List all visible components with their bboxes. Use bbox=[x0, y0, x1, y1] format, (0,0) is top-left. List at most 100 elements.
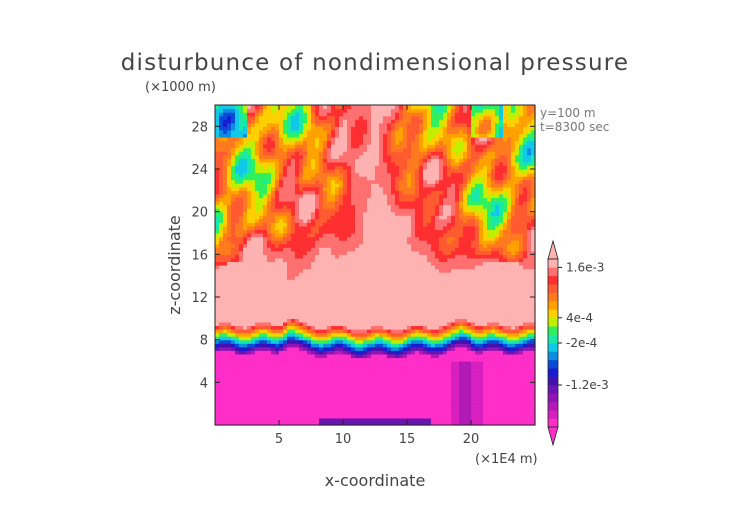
field-cell bbox=[299, 332, 304, 337]
field-cell bbox=[239, 297, 244, 302]
field-cell bbox=[319, 353, 324, 359]
field-cell bbox=[279, 403, 284, 408]
field-cell bbox=[403, 225, 408, 231]
field-cell bbox=[287, 378, 292, 383]
field-cell bbox=[327, 208, 332, 213]
field-cell bbox=[251, 279, 256, 284]
field-cell bbox=[223, 133, 228, 138]
field-cell bbox=[271, 250, 276, 255]
field-cell bbox=[243, 147, 248, 152]
field-cell bbox=[375, 300, 380, 305]
field-cell bbox=[391, 368, 396, 373]
field-cell bbox=[399, 176, 404, 181]
field-cell bbox=[215, 375, 220, 380]
field-cell bbox=[319, 201, 324, 206]
field-cell bbox=[391, 158, 396, 163]
field-cell bbox=[423, 265, 428, 270]
field-cell bbox=[331, 176, 336, 181]
field-cell bbox=[411, 247, 416, 252]
field-cell bbox=[423, 378, 428, 383]
field-cell bbox=[351, 282, 356, 287]
field-cell bbox=[219, 300, 224, 305]
field-cell bbox=[351, 307, 356, 312]
field-cell bbox=[227, 126, 232, 131]
field-cell bbox=[363, 410, 368, 415]
field-cell bbox=[299, 240, 304, 245]
field-cell bbox=[295, 318, 300, 323]
field-cell bbox=[223, 247, 228, 252]
field-cell bbox=[335, 165, 340, 170]
field-cell bbox=[255, 122, 260, 127]
field-cell bbox=[399, 407, 404, 412]
field-cell bbox=[315, 314, 320, 319]
field-cell bbox=[323, 176, 328, 181]
field-cell bbox=[351, 286, 356, 291]
field-cell bbox=[287, 151, 292, 156]
field-cell bbox=[287, 261, 292, 266]
field-cell bbox=[399, 204, 404, 209]
field-cell bbox=[387, 304, 392, 309]
field-cell bbox=[275, 119, 280, 124]
field-cell bbox=[327, 225, 332, 231]
field-cell bbox=[379, 368, 384, 373]
field-cell bbox=[327, 240, 332, 245]
field-cell bbox=[407, 282, 412, 287]
field-cell bbox=[391, 218, 396, 223]
field-cell bbox=[227, 407, 232, 412]
field-cell bbox=[363, 165, 368, 170]
field-cell bbox=[271, 176, 276, 181]
field-cell bbox=[427, 332, 432, 337]
field-cell bbox=[247, 225, 252, 231]
field-cell bbox=[239, 407, 244, 412]
field-cell bbox=[227, 382, 232, 387]
field-cell bbox=[423, 193, 428, 199]
field-cell bbox=[295, 279, 300, 284]
field-cell bbox=[287, 421, 292, 426]
field-cell bbox=[259, 400, 264, 405]
field-cell bbox=[299, 375, 304, 380]
field-cell bbox=[339, 343, 344, 348]
field-cell bbox=[375, 193, 380, 199]
field-cell bbox=[247, 396, 252, 401]
field-cell bbox=[295, 339, 300, 344]
field-cell bbox=[295, 421, 300, 426]
field-cell bbox=[375, 151, 380, 156]
field-cell bbox=[279, 154, 284, 159]
field-cell bbox=[215, 147, 220, 152]
field-cell bbox=[323, 282, 328, 287]
field-cell bbox=[259, 304, 264, 309]
field-cell bbox=[243, 293, 248, 298]
field-cell bbox=[279, 307, 284, 312]
field-cell bbox=[307, 279, 312, 284]
field-cell bbox=[375, 389, 380, 394]
field-cell bbox=[371, 307, 376, 312]
field-cell bbox=[239, 393, 244, 398]
field-cell bbox=[375, 272, 380, 277]
field-cell bbox=[295, 282, 300, 287]
field-cell bbox=[235, 304, 240, 309]
field-cell bbox=[271, 293, 276, 298]
field-cell bbox=[347, 353, 352, 359]
field-cell bbox=[263, 151, 268, 156]
field-cell bbox=[379, 272, 384, 277]
field-cell bbox=[395, 297, 400, 302]
field-cell bbox=[407, 325, 412, 330]
field-cell bbox=[275, 115, 280, 120]
field-cell bbox=[367, 368, 372, 373]
field-cell bbox=[423, 279, 428, 284]
field-cell bbox=[287, 357, 292, 362]
field-cell bbox=[323, 218, 328, 223]
field-cell bbox=[307, 357, 312, 362]
field-cell bbox=[239, 115, 244, 120]
field-cell bbox=[251, 243, 256, 248]
field-cell bbox=[279, 158, 284, 163]
field-cell bbox=[251, 133, 256, 138]
field-cell bbox=[303, 115, 308, 120]
field-cell bbox=[363, 243, 368, 248]
field-cell bbox=[267, 385, 272, 391]
field-cell bbox=[271, 225, 276, 231]
field-cell bbox=[387, 385, 392, 391]
field-cell bbox=[319, 378, 324, 383]
field-cell bbox=[243, 208, 248, 213]
field-cell bbox=[407, 105, 412, 110]
